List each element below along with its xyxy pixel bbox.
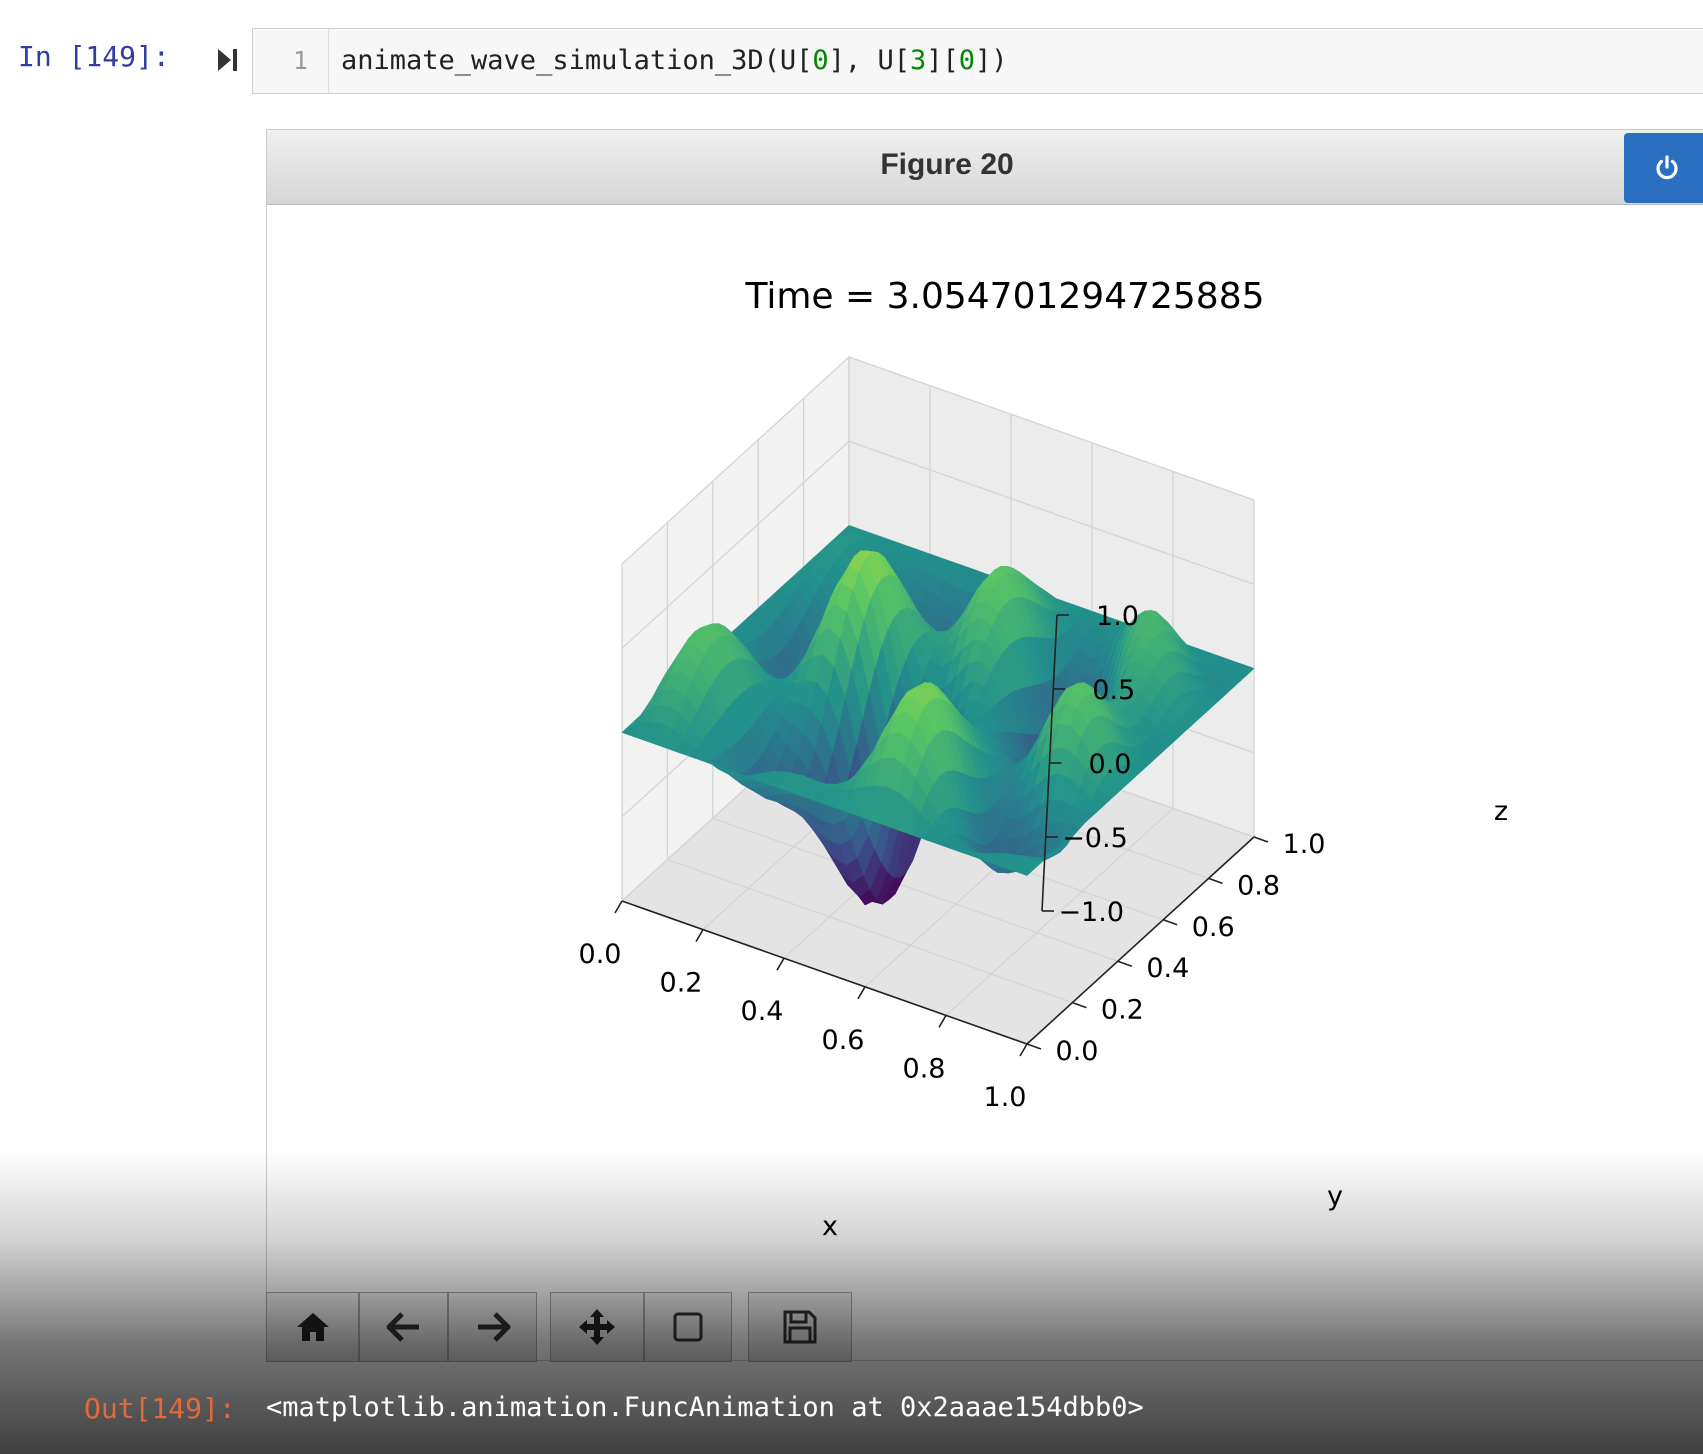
x-tick [857,986,866,1000]
y-tick-label: 0.4 [1146,953,1189,984]
z-tick-label: 0.5 [1092,675,1135,706]
line-number: 1 [253,29,329,93]
close-figure-button[interactable] [1624,133,1703,203]
back-arrow-icon [386,1312,419,1342]
y-tick-label: 0.6 [1192,912,1235,943]
y-tick-label: 0.0 [1056,1036,1099,1067]
z-gridline [621,356,1255,565]
save-button[interactable] [748,1292,852,1362]
x-tick-label: 0.4 [741,996,784,1027]
x-tick-label: 0.0 [579,939,622,970]
code-token: ], U[ [828,45,910,76]
y-tick [1253,836,1269,843]
x-tick-label: 0.2 [660,968,703,999]
x-tick [614,900,623,914]
power-icon [1656,155,1678,180]
pan-button[interactable] [550,1292,644,1362]
save-icon [783,1310,817,1344]
z-gridline [621,440,1255,649]
z-tick-label: 0.0 [1089,749,1132,780]
y-tick [1072,1001,1087,1009]
forward-arrow-icon [477,1312,510,1342]
pan-icon [579,1309,615,1345]
z-tick-label: −1.0 [1058,897,1124,928]
y-tick-label: 0.2 [1101,995,1144,1026]
code-token: ][ [926,45,959,76]
y-tick-label: 1.0 [1283,829,1326,860]
code-number-token: 3 [909,45,927,76]
x-tick [938,1014,947,1028]
z-tick-label: 1.0 [1096,601,1139,632]
surface-plot[interactable]: Time = 3.054701294725885 0.00.20.40.60.8… [267,205,1703,1285]
code-token: ]) [975,45,1008,76]
x-tick [695,929,704,943]
code-number-token: 0 [812,45,829,76]
figure-widget: Figure 20 Time = 3.054701294725885 0.0 0.… [266,129,1703,1361]
x-tick [776,957,785,971]
plot-title: Time = 3.054701294725885 [744,276,1264,317]
y-tick [1162,919,1178,926]
zoom-rect-button[interactable] [644,1292,732,1362]
home-icon [296,1313,329,1341]
x-tick-label: 1.0 [984,1082,1027,1113]
x-axis-label: x [822,1211,838,1242]
home-button[interactable] [266,1292,359,1362]
y-tick [1117,960,1133,967]
y-tick [1026,1043,1042,1050]
figure-title: Figure 20 [880,148,1014,181]
code-cell-editor[interactable]: 1 animate_wave_simulation_3D(U[0], U[3][… [252,28,1703,94]
x-tick-label: 0.8 [903,1053,946,1084]
axis-ticks: 0.00.20.40.60.81.00.00.20.40.60.81.0−1.0… [579,601,1326,1113]
code-number-token: 0 [958,45,975,76]
x-axis-line [621,900,1028,1045]
output-prompt: Out[149]: [84,1392,236,1425]
y-tick [1208,877,1223,885]
zoom-rect-icon [673,1312,703,1342]
code-line[interactable]: animate_wave_simulation_3D(U[0], U[3][0]… [341,29,1008,93]
y-tick-label: 0.8 [1237,870,1280,901]
wave-surface [621,525,1255,906]
y-axis-line [1026,836,1255,1045]
x-tick [1019,1043,1028,1057]
z-axis-label: z [1494,796,1508,827]
y-axis-label: y [1327,1181,1343,1212]
back-button[interactable] [359,1292,448,1362]
run-cell-icon[interactable] [216,46,240,74]
figure-header: Figure 20 [267,130,1703,205]
output-text: <matplotlib.animation.FuncAnimation at 0… [266,1392,1144,1423]
surface-facet [1015,862,1034,876]
x-tick-label: 0.6 [822,1025,865,1056]
code-token: animate_wave_simulation_3D(U[ [341,45,813,76]
forward-button[interactable] [448,1292,537,1362]
input-prompt: In [149]: [18,40,170,73]
z-tick-label: −0.5 [1062,823,1128,854]
